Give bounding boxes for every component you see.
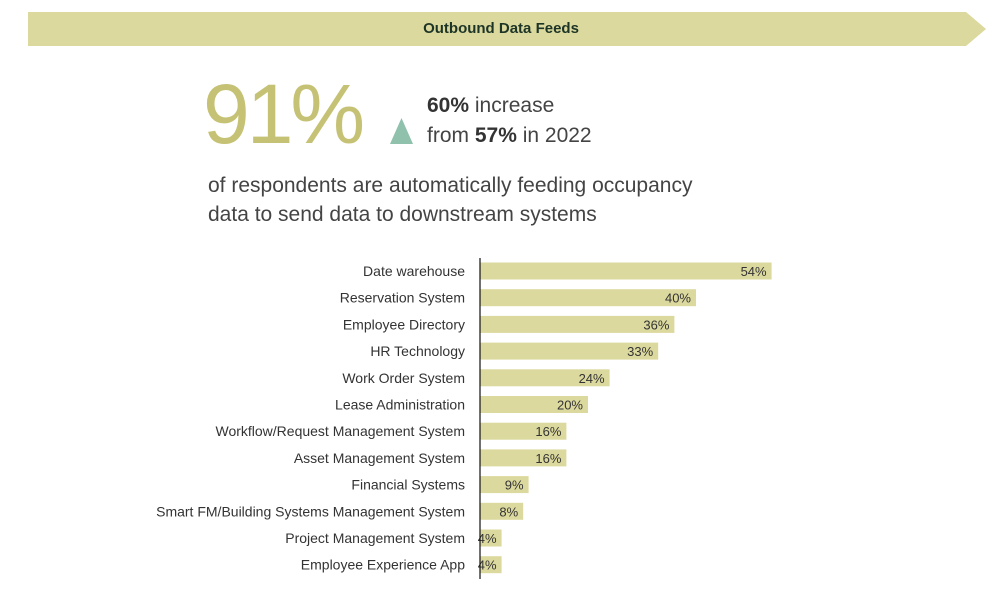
data-label: 40% (665, 291, 691, 306)
description-line-1: of respondents are automatically feeding… (208, 174, 693, 197)
bar (480, 556, 502, 574)
banner-arrow-shape (28, 12, 986, 46)
bar (480, 449, 567, 467)
category-label: HR Technology (370, 343, 465, 359)
data-label: 8% (499, 504, 518, 519)
bar (480, 262, 772, 280)
triangle-up-icon (390, 118, 413, 144)
bar (480, 529, 502, 547)
category-label: Work Order System (342, 370, 465, 386)
change-line: 60% increase (427, 95, 554, 116)
bar (480, 422, 567, 440)
category-label: Financial Systems (351, 477, 465, 493)
category-label: Smart FM/Building Systems Management Sys… (156, 503, 465, 519)
data-label: 36% (643, 317, 669, 332)
category-label: Employee Experience App (301, 557, 465, 573)
from-prefix: from (427, 124, 469, 147)
data-label: 24% (579, 371, 605, 386)
from-line: from 57% in 2022 (427, 125, 592, 146)
category-label: Reservation System (340, 290, 465, 306)
change-value: 60% (427, 94, 470, 117)
description-line-2: data to send data to downstream systems (208, 203, 597, 226)
change-text: increase (474, 94, 555, 117)
category-label: Employee Directory (343, 316, 465, 332)
section-banner: Outbound Data Feeds (28, 12, 986, 46)
category-label: Lease Administration (335, 397, 465, 413)
section-title: Outbound Data Feeds (423, 20, 579, 37)
data-label: 9% (505, 478, 524, 493)
data-label: 4% (478, 558, 497, 573)
data-label: 16% (535, 451, 561, 466)
category-label: Date warehouse (363, 263, 465, 279)
data-label: 33% (627, 344, 653, 359)
from-value: 57% (474, 124, 517, 147)
headline-stat: 91% (203, 67, 365, 161)
category-label: Workflow/Request Management System (215, 423, 465, 439)
bar (480, 396, 588, 413)
bar (480, 289, 696, 307)
bar (480, 369, 610, 387)
bar (480, 476, 529, 494)
data-label: 20% (557, 398, 583, 413)
data-label: 4% (478, 531, 497, 546)
from-suffix: in 2022 (522, 124, 592, 147)
data-label: 54% (741, 264, 767, 279)
category-label: Asset Management System (294, 450, 465, 466)
bar (480, 315, 675, 333)
data-label: 16% (535, 424, 561, 439)
bar (480, 502, 524, 520)
category-label: Project Management System (285, 530, 465, 546)
bar (480, 342, 659, 360)
